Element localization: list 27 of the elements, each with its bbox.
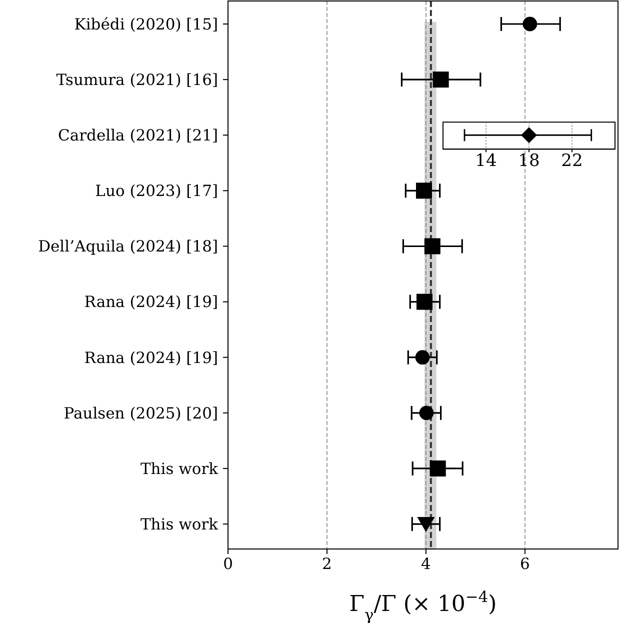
point (416, 294, 432, 310)
y-tick-label: This work (140, 515, 219, 534)
point (419, 406, 434, 420)
x-tick-label: 2 (322, 555, 332, 573)
x-tick-label: 4 (421, 555, 432, 573)
point (416, 182, 432, 199)
y-tick-label: Rana (2024) [19] (84, 293, 218, 312)
point (432, 72, 449, 88)
y-tick-label: This work (140, 460, 219, 478)
y-tick-label: Cardella (2021) [21] (58, 126, 218, 145)
point (424, 238, 440, 254)
x-axis-title: Γ$_{γ}$/Γ (× 10$^{−4}$) (349, 588, 497, 623)
y-tick-label: Dell’Aquila (2024) [18] (38, 238, 218, 256)
point (417, 517, 435, 532)
x2-tick-label: 22 (561, 151, 583, 172)
y-tick-label: Luo (2023) [17] (95, 182, 218, 200)
x2-tick-label: 18 (518, 151, 540, 172)
y-tick-label: Kibédi (2020) [15] (74, 15, 218, 34)
point (522, 16, 538, 32)
x-tick-label: 6 (520, 555, 530, 573)
point (430, 460, 446, 476)
point (415, 350, 430, 365)
y-tick-label: Tsumura (2021) [16] (56, 70, 218, 89)
x-tick-label: 0 (223, 555, 233, 573)
x2-tick-label: 14 (475, 151, 497, 172)
y-tick-label: Rana (2024) [19] (84, 348, 218, 367)
y-tick-label: Paulsen (2025) [20] (64, 404, 218, 422)
